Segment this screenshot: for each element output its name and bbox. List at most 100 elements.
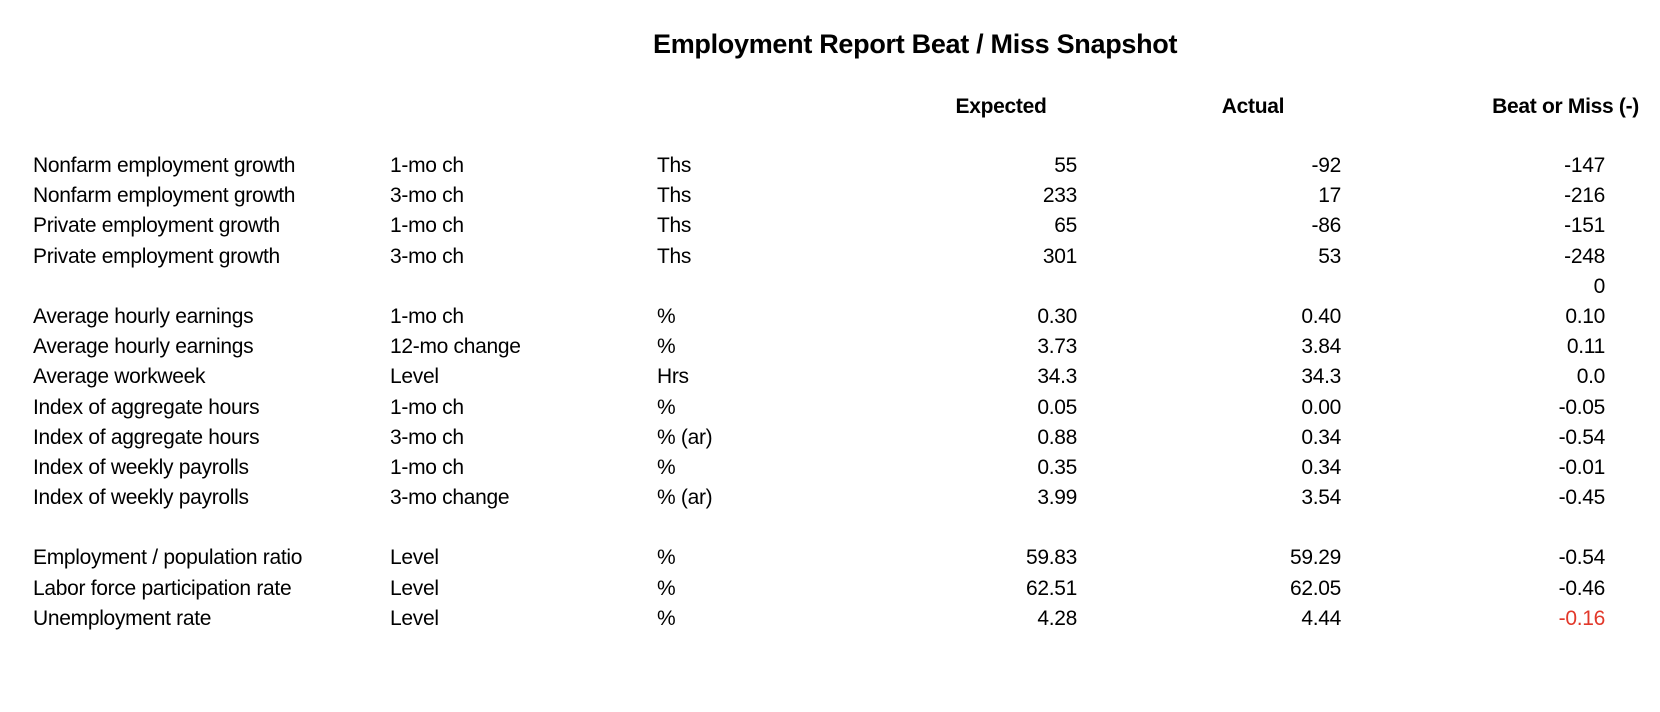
cell-beat-or-miss: -0.16	[1558, 606, 1606, 630]
row-label: Average workweek	[33, 365, 206, 389]
cell-actual: 62.05	[1289, 576, 1341, 600]
cell-actual: 0.34	[1301, 425, 1341, 449]
cell-actual: 59.29	[1289, 546, 1341, 570]
row-period: 1-mo ch	[390, 395, 464, 419]
row-label: Index of weekly payrolls	[33, 455, 249, 479]
cell-beat-or-miss: -0.46	[1558, 576, 1606, 600]
cell-expected: 0.30	[1037, 304, 1077, 328]
cell-expected: 0.88	[1037, 425, 1077, 449]
cell-beat-or-miss: 0	[1593, 274, 1606, 298]
page-title: Employment Report Beat / Miss Snapshot	[653, 29, 1178, 59]
row-label	[33, 513, 390, 543]
table-row: Average hourly earnings 1-mo ch% 0.30 0.40 0…	[33, 302, 1609, 332]
row-units: Hrs	[657, 365, 689, 389]
row-label: Nonfarm employment growth	[33, 154, 296, 177]
table-row: 0	[33, 272, 1609, 302]
row-label: Unemployment rate	[33, 606, 212, 630]
table-row: Private employment growth 1-mo ch Ths 65 -86…	[33, 211, 1609, 241]
cell-beat-or-miss: 0.10	[1565, 304, 1605, 328]
row-units: Ths	[657, 214, 692, 238]
column-header-expected: Expected	[955, 95, 1047, 118]
table-row	[33, 513, 1609, 543]
column-header-actual: Actual	[1221, 95, 1285, 118]
table-row: Index of aggregate hours 1-mo ch% 0.05 0.00…	[33, 393, 1609, 423]
row-period: 1-mo ch	[390, 304, 464, 328]
cell-actual: 53	[1318, 244, 1341, 268]
row-period: Level	[390, 576, 439, 600]
row-units: %	[657, 395, 676, 419]
cell-beat-or-miss: -0.05	[1558, 395, 1606, 419]
table-row: Index of weekly payrolls 1-mo ch% 0.35 0.34…	[33, 453, 1609, 483]
row-period: 12-mo change	[390, 335, 521, 359]
cell-beat-or-miss: -0.54	[1558, 425, 1606, 449]
cell-expected: 59.83	[1025, 546, 1077, 570]
row-label: Index of aggregate hours	[33, 395, 260, 419]
row-units: Ths	[657, 184, 692, 208]
cell-actual: -92	[1311, 154, 1342, 177]
row-label: Private employment growth	[33, 244, 280, 268]
cell-beat-or-miss: -0.01	[1558, 455, 1606, 479]
row-units: %	[657, 335, 676, 359]
cell-expected: 34.3	[1037, 365, 1077, 389]
row-units: %	[657, 304, 676, 328]
cell-beat-or-miss: -248	[1564, 244, 1605, 268]
table-row: Index of aggregate hours 3-mo ch % (ar) 0.8…	[33, 423, 1609, 453]
row-units: Ths	[657, 154, 692, 177]
row-period: 1-mo ch	[390, 455, 464, 479]
cell-actual: 17	[1318, 184, 1341, 208]
row-period: 3-mo ch	[390, 244, 464, 268]
cell-actual: 0.40	[1301, 304, 1341, 328]
row-label: Index of aggregate hours	[33, 425, 260, 449]
table-header-row: Expected Actual Beat or Miss (-)	[33, 95, 1640, 119]
cell-expected: 4.28	[1037, 606, 1077, 630]
cell-expected: 62.51	[1025, 576, 1077, 600]
table-row: Employment / population ratio Level% 59.83…	[33, 543, 1609, 573]
cell-actual	[1081, 272, 1345, 302]
table-row: Labor force participation rate Level% 62.5…	[33, 574, 1609, 604]
row-units: % (ar)	[657, 486, 713, 510]
row-period: 1-mo ch	[390, 154, 464, 177]
cell-beat-or-miss: 0.11	[1566, 335, 1605, 359]
cell-expected: 65	[1054, 214, 1077, 238]
table-row: Nonfarm employment growth 3-mo ch Ths 233 17…	[33, 181, 1609, 211]
row-units: %	[657, 455, 676, 479]
cell-expected: 0.05	[1037, 395, 1077, 419]
row-label: Average hourly earnings	[33, 335, 254, 359]
cell-expected: 3.99	[1037, 486, 1077, 510]
row-units: %	[657, 546, 676, 570]
cell-actual: 4.44	[1301, 606, 1341, 630]
cell-actual: 3.54	[1301, 486, 1341, 510]
cell-actual	[1081, 513, 1345, 543]
table-row: Index of weekly payrolls 3-mo change % (ar…	[33, 483, 1609, 513]
cell-beat-or-miss: -216	[1564, 184, 1605, 208]
cell-beat-or-miss	[1345, 513, 1609, 543]
cell-beat-or-miss: -0.45	[1558, 486, 1606, 510]
column-header-beat-or-miss: Beat or Miss (-)	[1492, 95, 1639, 118]
row-label: Index of weekly payrolls	[33, 486, 249, 510]
row-period: 3-mo ch	[390, 184, 464, 208]
row-label: Private employment growth	[33, 214, 280, 238]
cell-expected	[817, 513, 1081, 543]
row-label	[33, 272, 390, 302]
row-units: Ths	[657, 244, 692, 268]
cell-actual: -86	[1311, 214, 1342, 238]
cell-expected: 3.73	[1037, 335, 1077, 359]
report-table: Nonfarm employment growth 1-mo ch Ths 55 -92…	[33, 151, 1609, 634]
row-units	[657, 272, 817, 302]
table-row: Average workweek Level Hrs 34.3 34.3 0.0	[33, 362, 1609, 392]
row-period: Level	[390, 546, 439, 570]
cell-actual: 34.3	[1301, 365, 1341, 389]
row-period	[390, 272, 657, 302]
table-row: Private employment growth 3-mo ch Ths 301 53…	[33, 242, 1609, 272]
cell-beat-or-miss: -151	[1564, 214, 1605, 238]
cell-actual: 0.34	[1301, 455, 1341, 479]
cell-expected: 0.35	[1037, 455, 1077, 479]
cell-expected: 233	[1042, 184, 1077, 208]
cell-beat-or-miss: -0.54	[1558, 546, 1606, 570]
row-period: 3-mo ch	[390, 425, 464, 449]
cell-expected: 301	[1042, 244, 1077, 268]
cell-expected	[817, 272, 1081, 302]
cell-beat-or-miss: -147	[1564, 154, 1605, 177]
row-label: Average hourly earnings	[33, 304, 254, 328]
